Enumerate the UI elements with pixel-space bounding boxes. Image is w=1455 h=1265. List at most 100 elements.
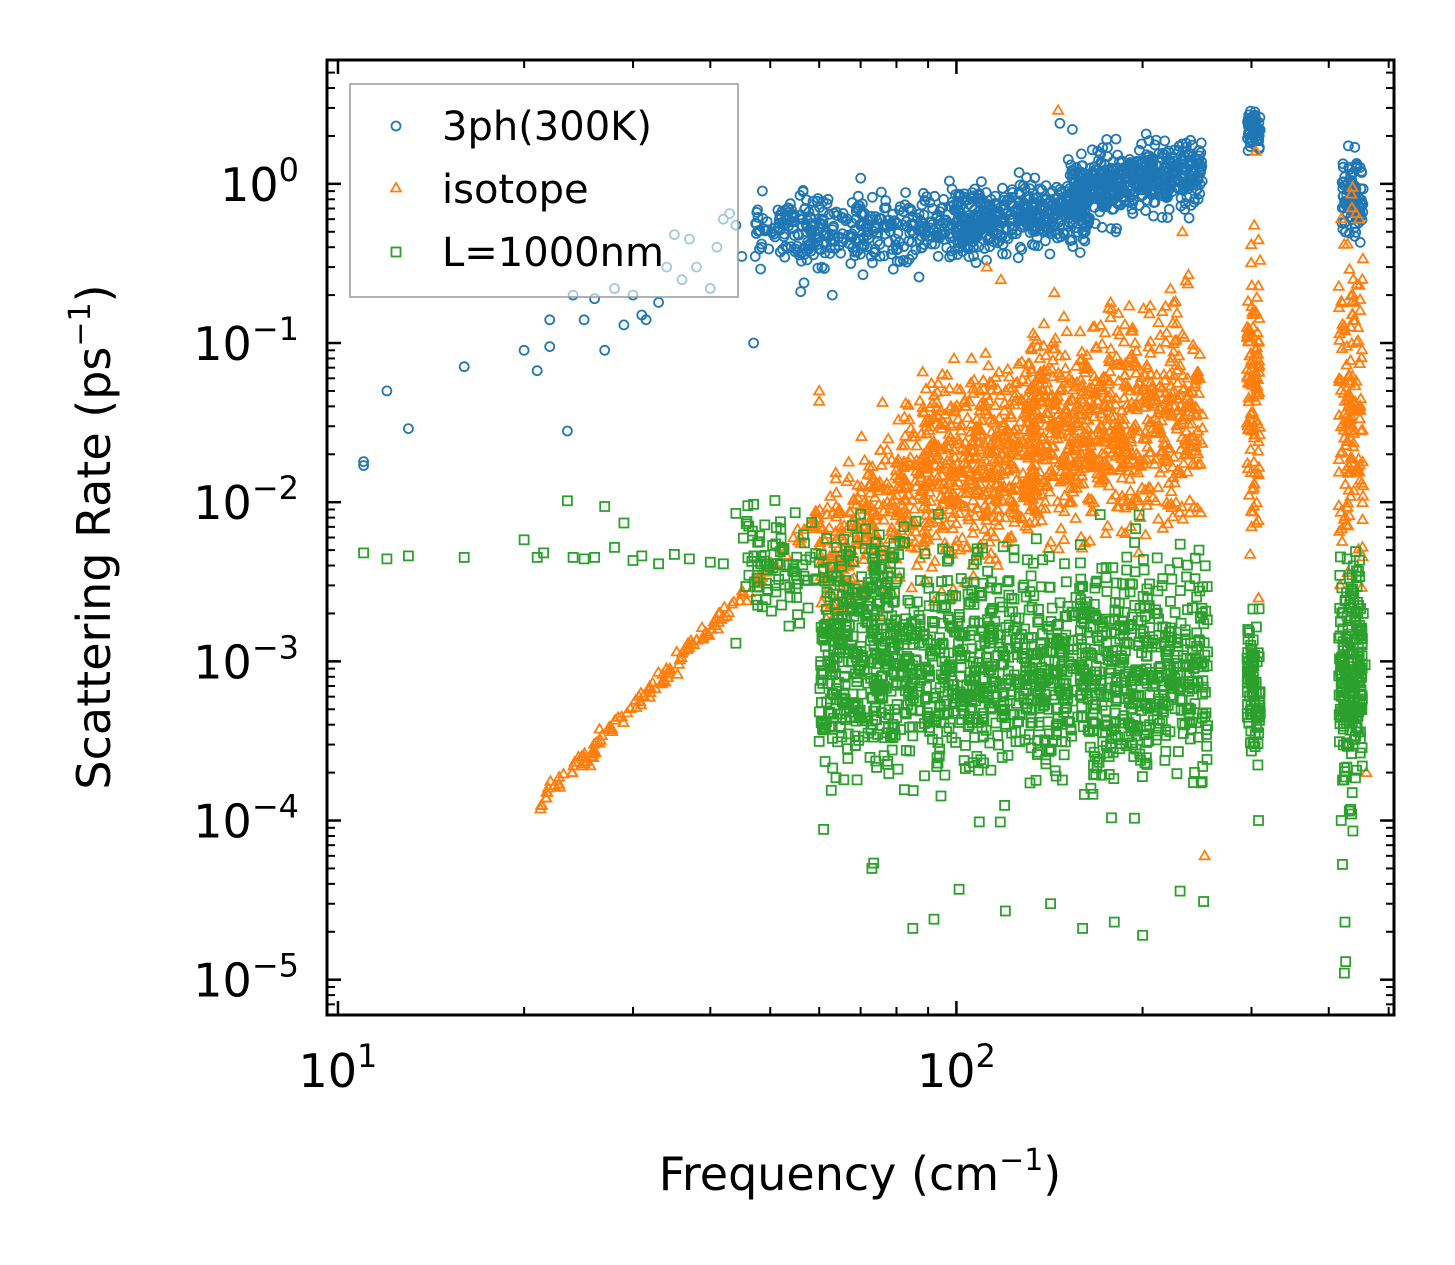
series-1-point [885,453,899,465]
series-0-point [858,231,870,243]
series-1-point [875,395,890,407]
series-0-point [1067,165,1079,177]
series-1-point [909,480,923,492]
series-0-point [544,314,556,326]
series-0-point [812,239,824,250]
series-0-point [937,228,948,240]
series-1-point [809,505,823,517]
series-0-point [1354,236,1366,248]
series-0-point [891,255,903,267]
series-1-point [890,480,904,493]
series-0-point [812,262,824,274]
series-0-point [1006,191,1018,203]
series-1-point [657,674,671,686]
series-0-point [1074,247,1086,259]
series-0-point [1134,144,1145,156]
series-0-point [1085,167,1097,179]
series-0-point [1140,128,1152,140]
series-0-point [1194,150,1205,162]
series-0-point [835,247,846,259]
series-1-point [898,472,912,484]
series-0-point [969,230,981,242]
series-0-point [807,240,819,252]
series-1-point [884,525,898,537]
series-1-point [843,504,857,516]
series-1-point [824,549,838,561]
series-1-point [623,701,637,714]
series-0-point [858,207,870,219]
series-0-point [1137,180,1148,192]
series-0-point [1018,219,1029,231]
series-0-point [1160,152,1172,164]
series-0-point [1163,165,1174,177]
series-0-point [774,224,786,236]
series-1-point [842,455,856,467]
series-0-point [954,206,966,218]
series-0-point [1095,148,1107,160]
series-0-point [1077,188,1089,200]
series-1-point [891,452,905,464]
series-0-point [640,314,652,326]
series-0-point [1014,179,1026,191]
series-0-point [1135,157,1147,169]
series-0-point [1026,239,1038,250]
series-1-point [547,778,562,790]
series-1-point [881,484,895,496]
series-1-point [820,500,835,513]
series-0-point [1178,167,1189,179]
series-1-point [594,733,608,745]
series-0-point [780,240,791,252]
series-1-point [849,537,863,549]
series-1-point [897,460,911,473]
series-0-point [562,425,573,437]
series-0-point [993,209,1005,221]
series-1-point [695,620,709,632]
series-0-point [1350,162,1362,174]
series-1-point [854,480,868,492]
series-0-point [1194,188,1206,200]
series-1-point [900,493,914,506]
series-0-point [1051,181,1063,193]
series-1-point [540,785,554,797]
series-0-point [980,187,992,198]
series-0-point [961,217,973,229]
series-0-point [807,221,818,233]
series-1-point [903,450,917,462]
series-0-point [816,261,828,273]
series-0-point [915,242,927,254]
series-0-point [900,187,911,199]
series-1-point [873,443,887,455]
series-1-point [829,510,843,522]
series-0-point [867,257,878,269]
series-1-point [615,709,629,721]
series-0-point [801,219,812,231]
series-0-point [855,248,866,260]
series-0-point [1254,124,1266,136]
series-1-point [822,521,836,533]
series-0-point [1149,139,1161,151]
series-1-point [670,645,684,657]
series-0-point [1067,241,1079,252]
series-1-point [858,453,872,465]
series-1-point [829,472,843,484]
series-0-point [986,216,998,228]
series-0-point [999,203,1011,214]
series-1-point [909,525,923,537]
series-0-point [599,344,611,356]
series-0-point [990,197,1001,209]
series-0-point [1021,191,1032,203]
series-0-point [1024,227,1036,238]
series-1-point [633,695,647,707]
series-1-point [870,508,884,520]
series-0-point [905,203,917,215]
series-0-point [1051,228,1063,240]
series-0-point [1162,212,1173,224]
series-0-point [935,202,947,214]
series-1-point [816,522,830,534]
series-1-point [587,742,601,754]
series-0-point [913,271,925,283]
series-1-point [534,798,548,810]
series-0-point [752,211,764,223]
series-0-point [756,238,767,250]
series-0-point [879,202,890,214]
